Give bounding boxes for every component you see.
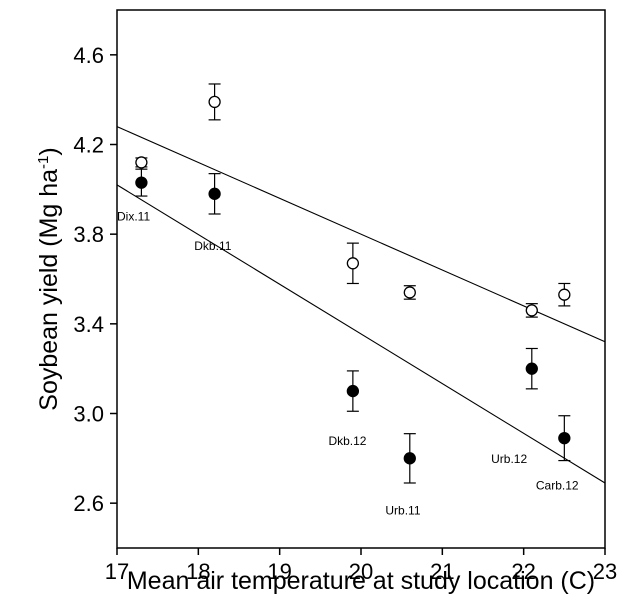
open-point [346,257,360,270]
open-point [208,95,221,109]
site-label: Dix.11 [117,210,150,224]
fit-line [116,126,606,343]
open-point [558,288,571,301]
filled-point [525,362,538,375]
filled-point [208,187,221,200]
y-tick-label: 3.0 [73,402,104,427]
site-label: Dkb.12 [328,434,366,448]
site-annotations: Dix.11 Dkb.11 Dkb.12 Urb.11 Urb.12 Carb.12 [117,210,579,518]
y-tick-label: 4.6 [73,43,104,68]
x-tick-label: 23 [593,559,617,584]
filled-point [558,432,571,445]
x-tick-label: 22 [511,559,535,584]
open-point [525,304,538,317]
x-axis: 17 18 19 20 21 22 23 [105,548,617,584]
open-point [135,156,148,169]
x-tick-label: 21 [430,559,454,584]
site-label: Urb.11 [385,503,420,517]
fit-line [116,184,606,484]
y-axis-title-superscript: -1 [35,156,52,169]
data-points [135,83,571,484]
y-tick-label: 3.8 [73,222,104,247]
open-point [403,286,416,299]
x-tick-label: 18 [186,559,210,584]
y-tick-label: 2.6 [73,491,104,516]
fit-lines [116,126,606,484]
y-axis-title-close: ) [35,147,63,155]
filled-point [403,452,416,465]
site-label: Carb.12 [536,479,579,493]
plot-frame [116,9,606,549]
x-tick-label: 19 [267,559,291,584]
y-axis: 2.6 3.0 3.4 3.8 4.2 4.6 [73,43,117,516]
x-axis-title: Mean air temperature at study location (… [127,567,595,595]
x-tick-label: 20 [349,559,373,584]
y-tick-label: 4.2 [73,133,104,158]
y-axis-title-main: Soybean yield (Mg ha [35,169,63,411]
filled-point [135,176,148,189]
site-label: Urb.12 [491,452,527,466]
site-label: Dkb.11 [194,239,231,253]
x-tick-label: 17 [105,559,129,584]
y-tick-label: 3.4 [73,312,104,337]
y-axis-title: Soybean yield (Mg ha-1) [35,147,63,410]
filled-point [346,384,360,398]
